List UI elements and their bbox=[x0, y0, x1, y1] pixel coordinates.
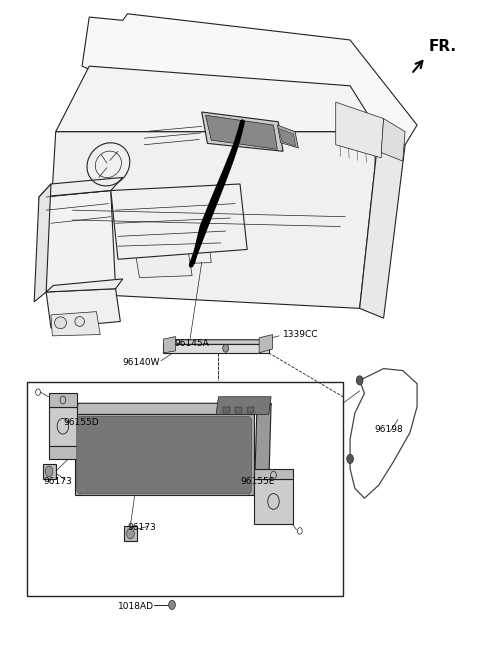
Text: 1339CC: 1339CC bbox=[283, 330, 319, 339]
Polygon shape bbox=[205, 115, 277, 150]
Polygon shape bbox=[56, 66, 379, 132]
Polygon shape bbox=[278, 129, 296, 146]
Polygon shape bbox=[154, 223, 211, 264]
Text: FR.: FR. bbox=[429, 39, 457, 54]
Text: 96198: 96198 bbox=[374, 425, 403, 434]
Circle shape bbox=[45, 466, 53, 477]
Bar bbox=[247, 407, 254, 413]
Polygon shape bbox=[216, 397, 271, 415]
Polygon shape bbox=[381, 119, 405, 161]
Polygon shape bbox=[254, 403, 271, 495]
Polygon shape bbox=[163, 337, 175, 353]
Polygon shape bbox=[259, 335, 273, 353]
Polygon shape bbox=[51, 312, 100, 336]
FancyBboxPatch shape bbox=[77, 417, 252, 493]
Circle shape bbox=[168, 600, 175, 609]
Polygon shape bbox=[39, 190, 116, 292]
Polygon shape bbox=[39, 177, 123, 197]
Polygon shape bbox=[75, 403, 271, 415]
Polygon shape bbox=[48, 407, 77, 446]
Circle shape bbox=[347, 455, 353, 464]
Text: 1018AD: 1018AD bbox=[118, 602, 154, 611]
Polygon shape bbox=[46, 289, 120, 328]
Circle shape bbox=[223, 344, 228, 352]
Polygon shape bbox=[46, 132, 379, 308]
Bar bbox=[27, 382, 343, 596]
Polygon shape bbox=[124, 525, 137, 541]
Polygon shape bbox=[48, 394, 77, 407]
Polygon shape bbox=[80, 485, 249, 495]
Text: 96173: 96173 bbox=[44, 478, 72, 486]
Polygon shape bbox=[254, 469, 293, 479]
Polygon shape bbox=[163, 344, 269, 353]
Polygon shape bbox=[163, 340, 273, 344]
Bar bbox=[235, 407, 242, 413]
Polygon shape bbox=[135, 246, 192, 277]
Polygon shape bbox=[360, 132, 405, 318]
Text: 96173: 96173 bbox=[128, 523, 156, 532]
Text: 96155D: 96155D bbox=[63, 419, 98, 428]
Polygon shape bbox=[336, 102, 384, 158]
Bar bbox=[223, 407, 230, 413]
Polygon shape bbox=[202, 112, 283, 152]
Polygon shape bbox=[34, 184, 51, 302]
Circle shape bbox=[127, 528, 134, 539]
Circle shape bbox=[356, 376, 363, 385]
Ellipse shape bbox=[55, 317, 67, 329]
Ellipse shape bbox=[75, 317, 84, 327]
Text: 96155E: 96155E bbox=[240, 478, 275, 486]
Polygon shape bbox=[48, 446, 77, 459]
Text: 96145A: 96145A bbox=[175, 339, 209, 348]
Text: 96140W: 96140W bbox=[123, 358, 160, 367]
Polygon shape bbox=[82, 14, 417, 145]
Polygon shape bbox=[75, 415, 254, 495]
Polygon shape bbox=[277, 125, 299, 148]
Polygon shape bbox=[254, 479, 293, 524]
Polygon shape bbox=[111, 184, 247, 259]
Polygon shape bbox=[80, 420, 249, 490]
Polygon shape bbox=[46, 279, 123, 292]
Polygon shape bbox=[43, 464, 56, 479]
